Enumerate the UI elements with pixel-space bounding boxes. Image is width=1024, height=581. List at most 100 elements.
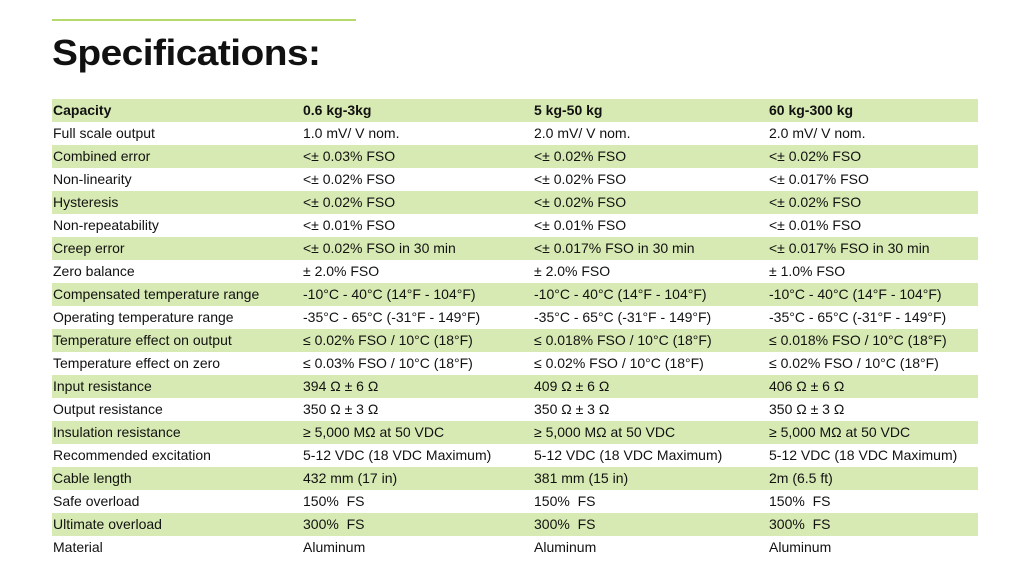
table-cell: Temperature effect on output	[53, 332, 232, 348]
table-row: Full scale output 1.0 mV/ V nom. 2.0 mV/ V…	[52, 122, 978, 145]
table-cell: 2m (6.5 ft)	[769, 470, 833, 486]
table-cell: Aluminum	[303, 539, 366, 555]
table-cell: <± 0.02% FSO	[303, 171, 396, 187]
table-cell: Ultimate overload	[53, 516, 162, 532]
table-cell: <± 0.02% FSO	[769, 194, 862, 210]
table-cell: 409 Ω ± 6 Ω	[534, 378, 610, 394]
table-cell: Operating temperature range	[53, 309, 234, 325]
table-cell: 394 Ω ± 6 Ω	[303, 378, 379, 394]
table-row: Output resistance 350 Ω ± 3 Ω 350 Ω ± 3 Ω 3…	[52, 398, 978, 421]
table-cell: <± 0.017% FSO in 30 min	[534, 240, 695, 256]
table-cell: ± 2.0% FSO	[303, 263, 380, 279]
table-cell: Non-linearity	[53, 171, 132, 187]
table-cell: <± 0.02% FSO	[769, 148, 862, 164]
table-cell: Input resistance	[53, 378, 152, 394]
table-cell: ≤ 0.018% FSO / 10°C (18°F)	[769, 332, 947, 348]
table-cell: ≥ 5,000 MΩ at 50 VDC	[303, 424, 445, 440]
table-cell: ≤ 0.02% FSO / 10°C (18°F)	[769, 355, 939, 371]
table-row: Cable length 432 mm (17 in) 381 mm (15 in)…	[52, 467, 978, 490]
table-cell: 350 Ω ± 3 Ω	[769, 401, 845, 417]
page-title: Specifications:	[52, 32, 321, 73]
table-cell: <± 0.01% FSO	[534, 217, 627, 233]
table-cell: Temperature effect on zero	[53, 355, 221, 371]
table-cell: 300% FS	[769, 516, 831, 532]
table-cell: 406 Ω ± 6 Ω	[769, 378, 845, 394]
table-row: Input resistance 394 Ω ± 6 Ω 409 Ω ± 6 Ω 40…	[52, 375, 978, 398]
table-cell: Full scale output	[53, 125, 155, 141]
table-cell: 150% FS	[769, 493, 831, 509]
table-row: Hysteresis <± 0.02% FSO <± 0.02% FSO <± 0.0…	[52, 191, 978, 214]
table-cell: Compensated temperature range	[53, 286, 260, 302]
table-cell: 150% FS	[534, 493, 596, 509]
table-row: Insulation resistance ≥ 5,000 MΩ at 50 VD…	[52, 421, 978, 444]
table-cell: <± 0.01% FSO	[303, 217, 396, 233]
accent-rule	[52, 19, 356, 21]
table-cell: -35°C - 65°C (-31°F - 149°F)	[769, 309, 947, 325]
spec-table: Capacity 0.6 kg-3kg 5 kg-50 kg 60 kg-300 kg…	[52, 99, 978, 559]
table-cell: Hysteresis	[53, 194, 119, 210]
table-cell: ± 1.0% FSO	[769, 263, 846, 279]
table-cell: <± 0.02% FSO	[534, 148, 627, 164]
table-row: Temperature effect on output ≤ 0.02% FSO …	[52, 329, 978, 352]
table-cell: Output resistance	[53, 401, 163, 417]
table-cell: Recommended excitation	[53, 447, 211, 463]
table-cell: 5-12 VDC (18 VDC Maximum)	[303, 447, 492, 463]
header-row: Capacity 0.6 kg-3kg 5 kg-50 kg 60 kg-300 kg	[52, 99, 978, 122]
table-cell: Aluminum	[534, 539, 597, 555]
table-cell: -10°C - 40°C (14°F - 104°F)	[303, 286, 476, 302]
table-cell: -35°C - 65°C (-31°F - 149°F)	[303, 309, 481, 325]
table-cell: <± 0.02% FSO	[534, 171, 627, 187]
table-cell: Safe overload	[53, 493, 140, 509]
table-cell: -10°C - 40°C (14°F - 104°F)	[534, 286, 707, 302]
table-row: Temperature effect on zero ≤ 0.03% FSO / …	[52, 352, 978, 375]
table-cell: <± 0.02% FSO in 30 min	[303, 240, 456, 256]
table-cell: ≤ 0.02% FSO / 10°C (18°F)	[534, 355, 704, 371]
table-cell: ≤ 0.02% FSO / 10°C (18°F)	[303, 332, 473, 348]
table-cell: -35°C - 65°C (-31°F - 149°F)	[534, 309, 712, 325]
table-cell: 1.0 mV/ V nom.	[303, 125, 400, 141]
table-cell: -10°C - 40°C (14°F - 104°F)	[769, 286, 942, 302]
table-cell: 2.0 mV/ V nom.	[769, 125, 866, 141]
table-cell: ≤ 0.03% FSO / 10°C (18°F)	[303, 355, 473, 371]
table-row: Non-repeatability <± 0.01% FSO <± 0.01% FS…	[52, 214, 978, 237]
table-cell: 5-12 VDC (18 VDC Maximum)	[534, 447, 723, 463]
table-row: Compensated temperature range -10°C - 40°…	[52, 283, 978, 306]
header-cell: 5 kg-50 kg	[534, 102, 603, 118]
table-cell: Cable length	[53, 470, 132, 486]
table-row: Safe overload 150% FS 150% FS 150% FS	[52, 490, 978, 513]
table-cell: ≥ 5,000 MΩ at 50 VDC	[534, 424, 676, 440]
table-cell: 150% FS	[303, 493, 365, 509]
table-cell: Aluminum	[769, 539, 832, 555]
table-cell: 300% FS	[534, 516, 596, 532]
table-cell: <± 0.017% FSO in 30 min	[769, 240, 930, 256]
table-row: Non-linearity <± 0.02% FSO <± 0.02% FSO <± …	[52, 168, 978, 191]
table-cell: 350 Ω ± 3 Ω	[303, 401, 379, 417]
table-cell: <± 0.03% FSO	[303, 148, 396, 164]
table-row: Zero balance ± 2.0% FSO ± 2.0% FSO ± 1.0% F…	[52, 260, 978, 283]
table-cell: Material	[53, 539, 103, 555]
table-cell: 2.0 mV/ V nom.	[534, 125, 631, 141]
table-cell: 381 mm (15 in)	[534, 470, 629, 486]
header-cell: Capacity	[53, 102, 112, 118]
table-cell: <± 0.017% FSO	[769, 171, 869, 187]
table-cell: 350 Ω ± 3 Ω	[534, 401, 610, 417]
table-cell: ≥ 5,000 MΩ at 50 VDC	[769, 424, 911, 440]
table-cell: ± 2.0% FSO	[534, 263, 611, 279]
table-row: Creep error <± 0.02% FSO in 30 min <± 0.01…	[52, 237, 978, 260]
table-cell: Zero balance	[53, 263, 135, 279]
table-cell: Creep error	[53, 240, 125, 256]
table-row: Combined error <± 0.03% FSO <± 0.02% FSO <±…	[52, 145, 978, 168]
table-row: Operating temperature range -35°C - 65°C …	[52, 306, 978, 329]
table-cell: Non-repeatability	[53, 217, 159, 233]
table-cell: <± 0.02% FSO	[534, 194, 627, 210]
table-row: Ultimate overload 300% FS 300% FS 300% FS	[52, 513, 978, 536]
table-cell: 300% FS	[303, 516, 365, 532]
header-cell: 0.6 kg-3kg	[303, 102, 372, 118]
table-row: Material Aluminum Aluminum Aluminum	[52, 536, 978, 559]
table-row: Recommended excitation 5-12 VDC (18 VDC M…	[52, 444, 978, 467]
table-cell: 5-12 VDC (18 VDC Maximum)	[769, 447, 958, 463]
table-cell: <± 0.01% FSO	[769, 217, 862, 233]
table-cell: <± 0.02% FSO	[303, 194, 396, 210]
table-cell: 432 mm (17 in)	[303, 470, 398, 486]
